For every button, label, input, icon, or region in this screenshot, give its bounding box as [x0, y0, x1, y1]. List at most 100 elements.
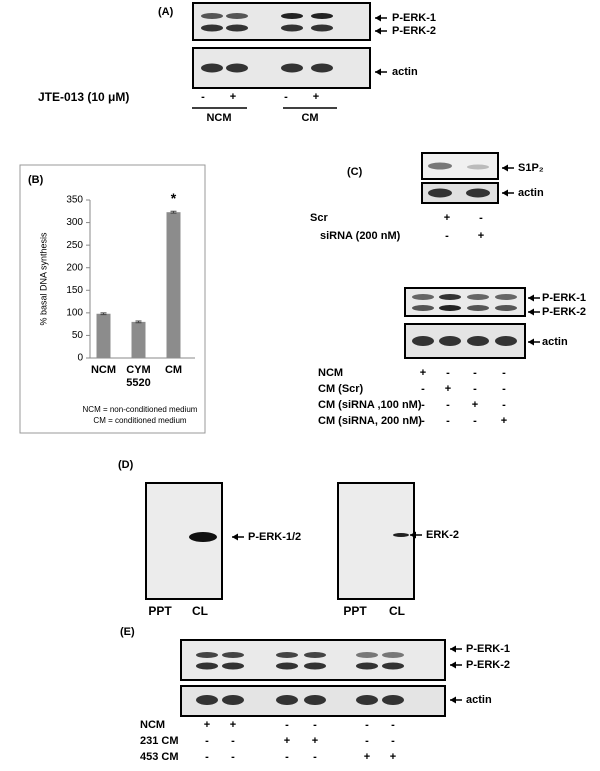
sign: + — [312, 735, 318, 747]
band — [412, 336, 434, 346]
band — [356, 652, 378, 658]
arrow-head — [528, 308, 534, 316]
panel-label: (E) — [120, 626, 135, 638]
note: CM = conditioned medium — [93, 416, 186, 425]
band — [311, 63, 333, 73]
sign: + — [420, 367, 426, 379]
blot — [404, 287, 526, 317]
label: P-ERK-1 — [466, 643, 510, 655]
bar — [131, 321, 146, 358]
label: P-ERK-2 — [466, 659, 510, 671]
band — [467, 164, 489, 170]
x-tick-label: CYM 5520 — [126, 364, 151, 389]
bar — [166, 212, 181, 358]
band — [304, 695, 326, 705]
band — [495, 294, 517, 300]
error-bar — [100, 312, 107, 316]
band — [439, 336, 461, 346]
panel-label: (C) — [347, 166, 363, 178]
label: actin — [392, 66, 418, 78]
sign: + — [390, 751, 396, 763]
sign: - — [421, 383, 425, 395]
sign: - — [284, 91, 288, 103]
arrow-head — [232, 533, 238, 541]
label: CM (Scr) — [318, 383, 364, 395]
error-bar — [170, 210, 177, 214]
significance: * — [171, 190, 177, 206]
y-tick-label: 300 — [66, 217, 83, 228]
band — [222, 662, 244, 670]
sign: - — [201, 91, 205, 103]
sign: - — [391, 735, 395, 747]
band — [226, 63, 248, 73]
band — [382, 652, 404, 658]
band — [356, 662, 378, 670]
label: Scr — [310, 212, 328, 224]
label: CL — [389, 604, 405, 618]
sign: - — [502, 367, 506, 379]
label: CM (siRNA, 200 nM) — [318, 415, 422, 427]
blot — [337, 482, 415, 600]
label: P-ERK-1 — [542, 292, 586, 304]
band — [196, 695, 218, 705]
band — [439, 294, 461, 300]
sign: - — [313, 719, 317, 731]
sign: - — [285, 719, 289, 731]
blot — [145, 482, 223, 600]
label: 453 CM — [140, 751, 179, 763]
sign: + — [204, 719, 210, 731]
label: CM (siRNA ,100 nM) — [318, 399, 422, 411]
band — [189, 532, 217, 542]
label: actin — [518, 187, 544, 199]
label: PPT — [148, 604, 172, 618]
label: CM — [301, 112, 318, 124]
band — [201, 63, 223, 73]
sign: - — [473, 383, 477, 395]
sign: - — [313, 751, 317, 763]
sign: + — [364, 751, 370, 763]
sign: - — [446, 399, 450, 411]
band — [196, 662, 218, 670]
blot — [192, 2, 371, 41]
band — [428, 162, 452, 170]
label: actin — [466, 694, 492, 706]
sign: - — [421, 415, 425, 427]
arrow-head — [502, 189, 508, 197]
band — [382, 662, 404, 670]
band — [467, 305, 489, 311]
sign: - — [365, 719, 369, 731]
bar — [96, 313, 111, 358]
y-tick-label: 200 — [66, 262, 83, 273]
arrow-head — [528, 338, 534, 346]
y-axis-label: % basal DNA synthesis — [38, 232, 48, 326]
band — [304, 662, 326, 670]
band — [428, 188, 452, 198]
sign: - — [365, 735, 369, 747]
sign: - — [502, 399, 506, 411]
panel-frame — [19, 164, 206, 434]
label: PPT — [343, 604, 367, 618]
label: P-ERK-2 — [542, 306, 586, 318]
y-tick-label: 250 — [66, 240, 83, 251]
label: S1P₂ — [518, 162, 544, 174]
arrow-head — [375, 14, 381, 22]
sign: - — [479, 212, 483, 224]
sign: + — [284, 735, 290, 747]
sign: - — [446, 415, 450, 427]
sign: - — [391, 719, 395, 731]
band — [495, 305, 517, 311]
error-bar — [135, 320, 142, 324]
band — [495, 336, 517, 346]
label: P-ERK-1/2 — [248, 531, 301, 543]
sign: - — [421, 399, 425, 411]
note: NCM = non-conditioned medium — [83, 405, 198, 414]
sign: - — [205, 751, 209, 763]
band — [196, 652, 218, 658]
band — [201, 13, 223, 19]
band — [304, 652, 326, 658]
label: JTE-013 (10 μM) — [38, 90, 129, 104]
sign: + — [230, 91, 236, 103]
band — [382, 695, 404, 705]
panel-label: (D) — [118, 459, 134, 471]
